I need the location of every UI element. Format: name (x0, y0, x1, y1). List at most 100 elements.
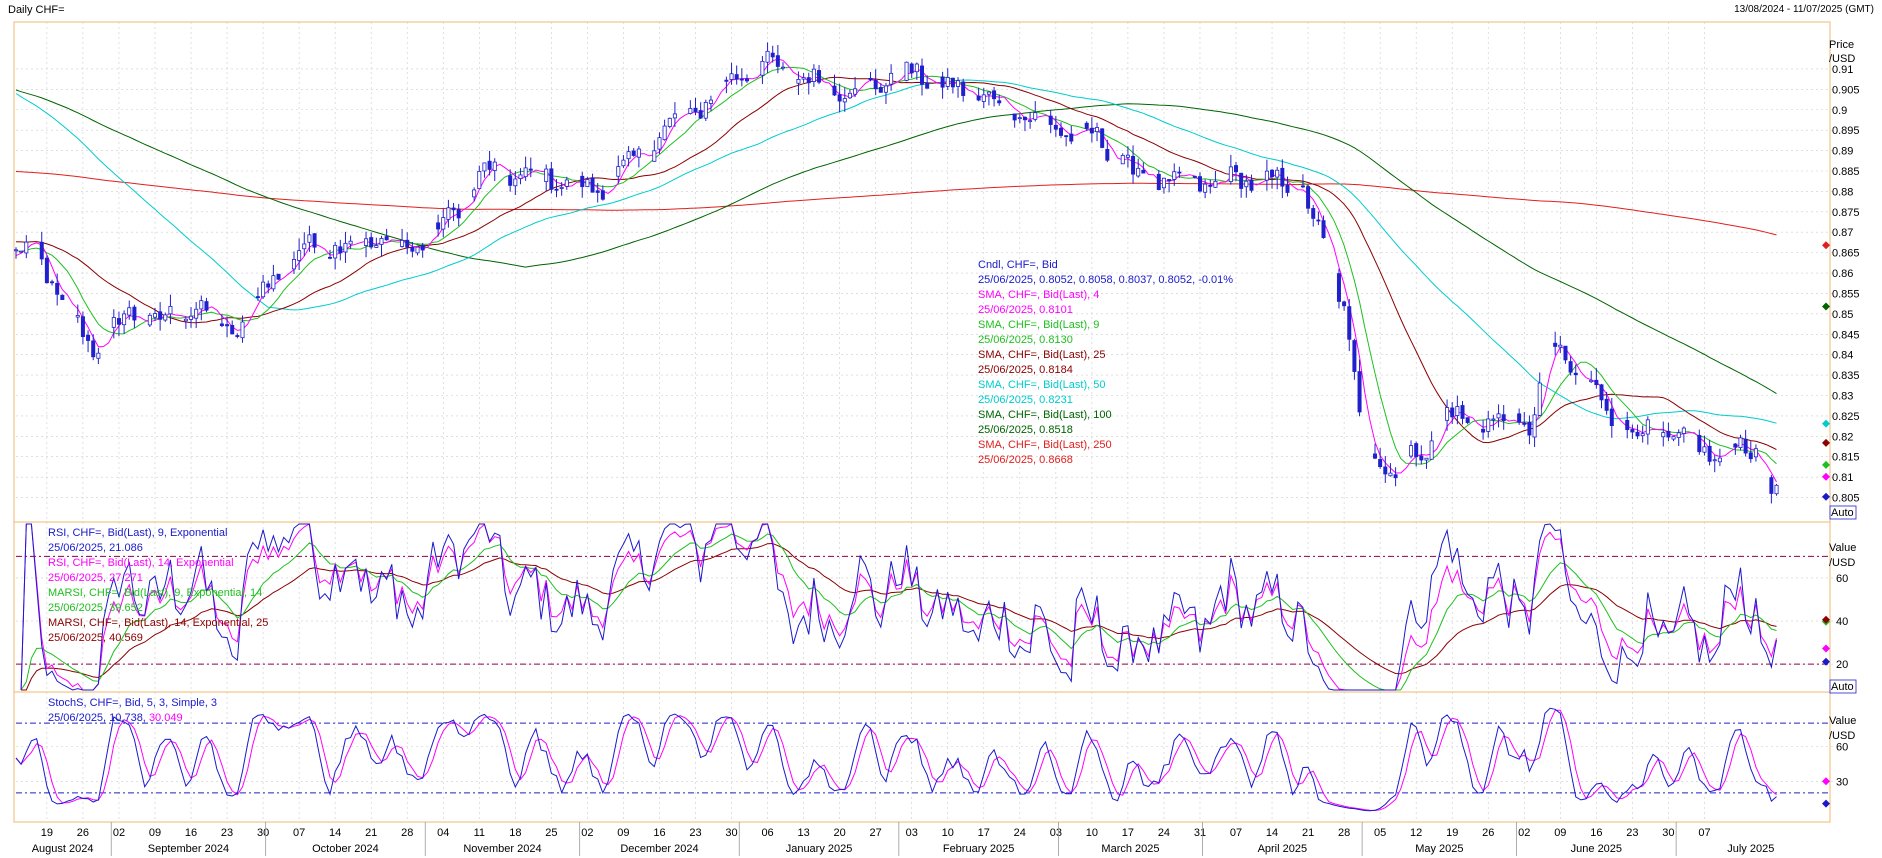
candle-body (997, 100, 1002, 104)
candle-body (1481, 428, 1486, 433)
candle-body (446, 207, 451, 220)
candle-body (961, 81, 966, 96)
candle-body (1321, 220, 1326, 239)
candle-body (1625, 419, 1630, 431)
candle-body (477, 170, 482, 190)
month-label: October 2024 (312, 843, 379, 855)
price-tick-label: 0.865 (1832, 248, 1860, 260)
month-label: September 2024 (148, 843, 229, 855)
candle-body (1069, 133, 1074, 142)
candle-body (811, 68, 816, 82)
x-tick-label: 30 (257, 827, 269, 839)
candle-body (255, 296, 260, 298)
x-tick-label: 03 (906, 827, 918, 839)
stoch-k-line (15, 707, 1777, 812)
candle-body (472, 189, 477, 198)
stoch-axis-title: Value (1829, 715, 1856, 727)
price-legend-value: 25/06/2025, 0.8052, 0.8058, 0.8037, 0.80… (978, 274, 1233, 286)
x-tick-label: 10 (1086, 827, 1098, 839)
candle-body (1589, 379, 1594, 383)
price-tick-label: 0.845 (1832, 329, 1860, 341)
month-label: August 2024 (32, 843, 94, 855)
candle-body (662, 125, 667, 141)
stoch-tick-label: 30 (1836, 776, 1848, 788)
candle-body (1131, 155, 1136, 175)
x-tick-label: 27 (870, 827, 882, 839)
sma-4-line (15, 58, 1777, 483)
candle-body (307, 234, 312, 243)
candle-body (847, 92, 852, 99)
candle-body (328, 256, 333, 259)
price-auto-box (1829, 505, 1857, 520)
candle-body (55, 283, 60, 295)
candle-body (338, 246, 343, 254)
candle-body (1336, 273, 1341, 302)
candle-body (1244, 180, 1249, 188)
candle-body (1316, 219, 1321, 222)
candle-body (1311, 208, 1316, 219)
candle-body (1383, 466, 1388, 475)
rsi-legend-label: RSI, CHF=, Bid(Last), 14, Exponential (48, 557, 234, 569)
price-tick-label: 0.85 (1832, 309, 1853, 321)
candle-body (1357, 371, 1362, 413)
x-tick-label: 16 (185, 827, 197, 839)
candle-body (1532, 414, 1537, 438)
candle-body (1022, 116, 1027, 121)
candle-body (482, 162, 487, 172)
x-tick-label: 23 (689, 827, 701, 839)
candle-body (1640, 433, 1645, 437)
x-tick-label: 07 (293, 827, 305, 839)
candle-body (708, 99, 713, 104)
price-legend-label: SMA, CHF=, Bid(Last), 50 (978, 379, 1105, 391)
x-tick-label: 04 (437, 827, 449, 839)
rsi-value-marker (1822, 615, 1830, 624)
stoch-legend-label: StochS, CHF=, Bid, 5, 3, Simple, 3 (48, 697, 217, 709)
candle-body (297, 250, 302, 261)
rsi-legend-label: RSI, CHF=, Bid(Last), 9, Exponential (48, 527, 227, 539)
price-panel[interactable] (13, 42, 1779, 504)
candle-body (1213, 180, 1218, 188)
x-tick-label: 17 (978, 827, 990, 839)
candle-body (1450, 407, 1455, 418)
month-label: July 2025 (1727, 843, 1774, 855)
candle-body (667, 117, 672, 127)
candle-body (703, 101, 708, 119)
candle-body (1558, 344, 1563, 348)
stoch-panel[interactable] (15, 707, 1828, 812)
candle-body (1393, 474, 1398, 479)
month-label: November 2024 (463, 843, 541, 855)
candle-body (693, 107, 698, 113)
candle-body (1743, 438, 1748, 454)
candle-body (204, 301, 209, 311)
candle-body (1058, 127, 1063, 136)
stoch-value-marker (1822, 799, 1830, 808)
candle-body (1192, 175, 1197, 178)
price-tick-label: 0.805 (1832, 493, 1860, 505)
candle-body (487, 160, 492, 170)
price-value-marker (1822, 460, 1830, 469)
candle-body (1285, 184, 1290, 193)
candle-body (508, 175, 513, 186)
candle-body (116, 318, 121, 325)
candle-body (781, 66, 786, 69)
candle-body (981, 94, 986, 102)
rsi-panel[interactable] (16, 523, 1828, 691)
candle-body (91, 340, 96, 358)
x-tick-label: 24 (1014, 827, 1026, 839)
price-tick-label: 0.855 (1832, 288, 1860, 300)
stoch-tick-label: 60 (1836, 741, 1848, 753)
candle-body (152, 313, 157, 318)
candle-body (925, 82, 930, 89)
candle-body (580, 175, 585, 188)
price-legend-value: 25/06/2025, 0.8668 (978, 454, 1073, 466)
x-tick-label: 23 (221, 827, 233, 839)
candle-body (883, 85, 888, 93)
x-tick-label: 21 (1302, 827, 1314, 839)
price-axis-unit: /USD (1829, 53, 1855, 65)
price-tick-label: 0.885 (1832, 166, 1860, 178)
price-legend-label: SMA, CHF=, Bid(Last), 9 (978, 319, 1099, 331)
candle-body (585, 179, 590, 188)
candle-body (1748, 452, 1753, 460)
candle-body (1604, 398, 1609, 411)
